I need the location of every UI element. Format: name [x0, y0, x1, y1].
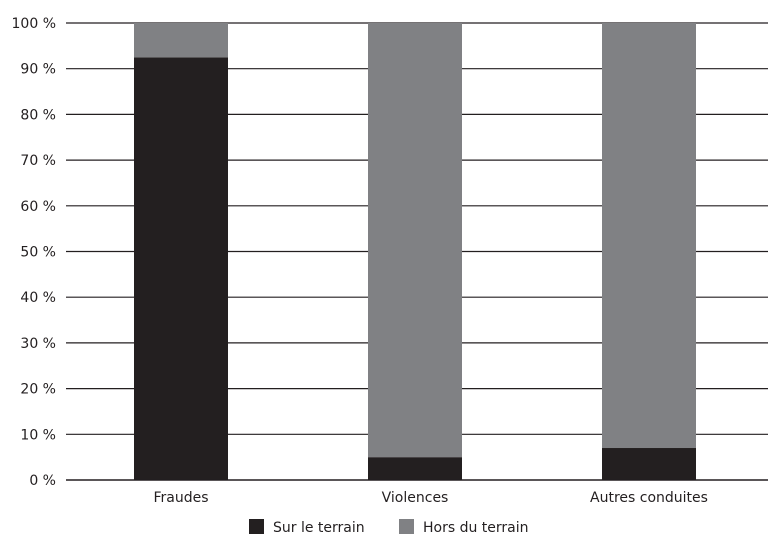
legend: Sur le terrain Hors du terrain	[249, 519, 529, 536]
y-tick-label: 10 %	[20, 427, 56, 443]
y-tick-label: 70 %	[20, 153, 56, 169]
y-tick-label: 20 %	[20, 382, 56, 398]
y-tick-label: 90 %	[20, 62, 56, 78]
x-category-label: Violences	[382, 490, 449, 506]
y-tick-label: 30 %	[20, 336, 56, 352]
y-tick-label: 60 %	[20, 199, 56, 215]
bar-segment-sur-le-terrain	[134, 57, 228, 481]
y-axis-tick-labels: 0 % 10 % 20 % 30 % 40 % 50 % 60 % 70 % 80 % 90 % 1…	[12, 16, 56, 489]
x-axis-category-labels: Fraudes Violences Autres conduites	[153, 490, 707, 506]
legend-swatch	[399, 519, 414, 534]
bar-segment-hors-du-terrain	[134, 23, 228, 58]
bar-segment-hors-du-terrain	[368, 23, 462, 458]
bar-segment-sur-le-terrain	[602, 448, 696, 480]
x-category-label: Fraudes	[153, 490, 208, 506]
y-tick-label: 100 %	[12, 16, 56, 32]
legend-label: Hors du terrain	[423, 520, 529, 536]
bars	[134, 23, 696, 481]
x-category-label: Autres conduites	[590, 490, 708, 506]
bar-segment-sur-le-terrain	[368, 457, 462, 480]
y-tick-label: 0 %	[29, 473, 56, 489]
y-tick-label: 80 %	[20, 107, 56, 123]
y-tick-label: 40 %	[20, 290, 56, 306]
legend-label: Sur le terrain	[273, 520, 365, 536]
bar-segment-hors-du-terrain	[602, 23, 696, 449]
legend-swatch	[249, 519, 264, 534]
y-tick-label: 50 %	[20, 245, 56, 261]
